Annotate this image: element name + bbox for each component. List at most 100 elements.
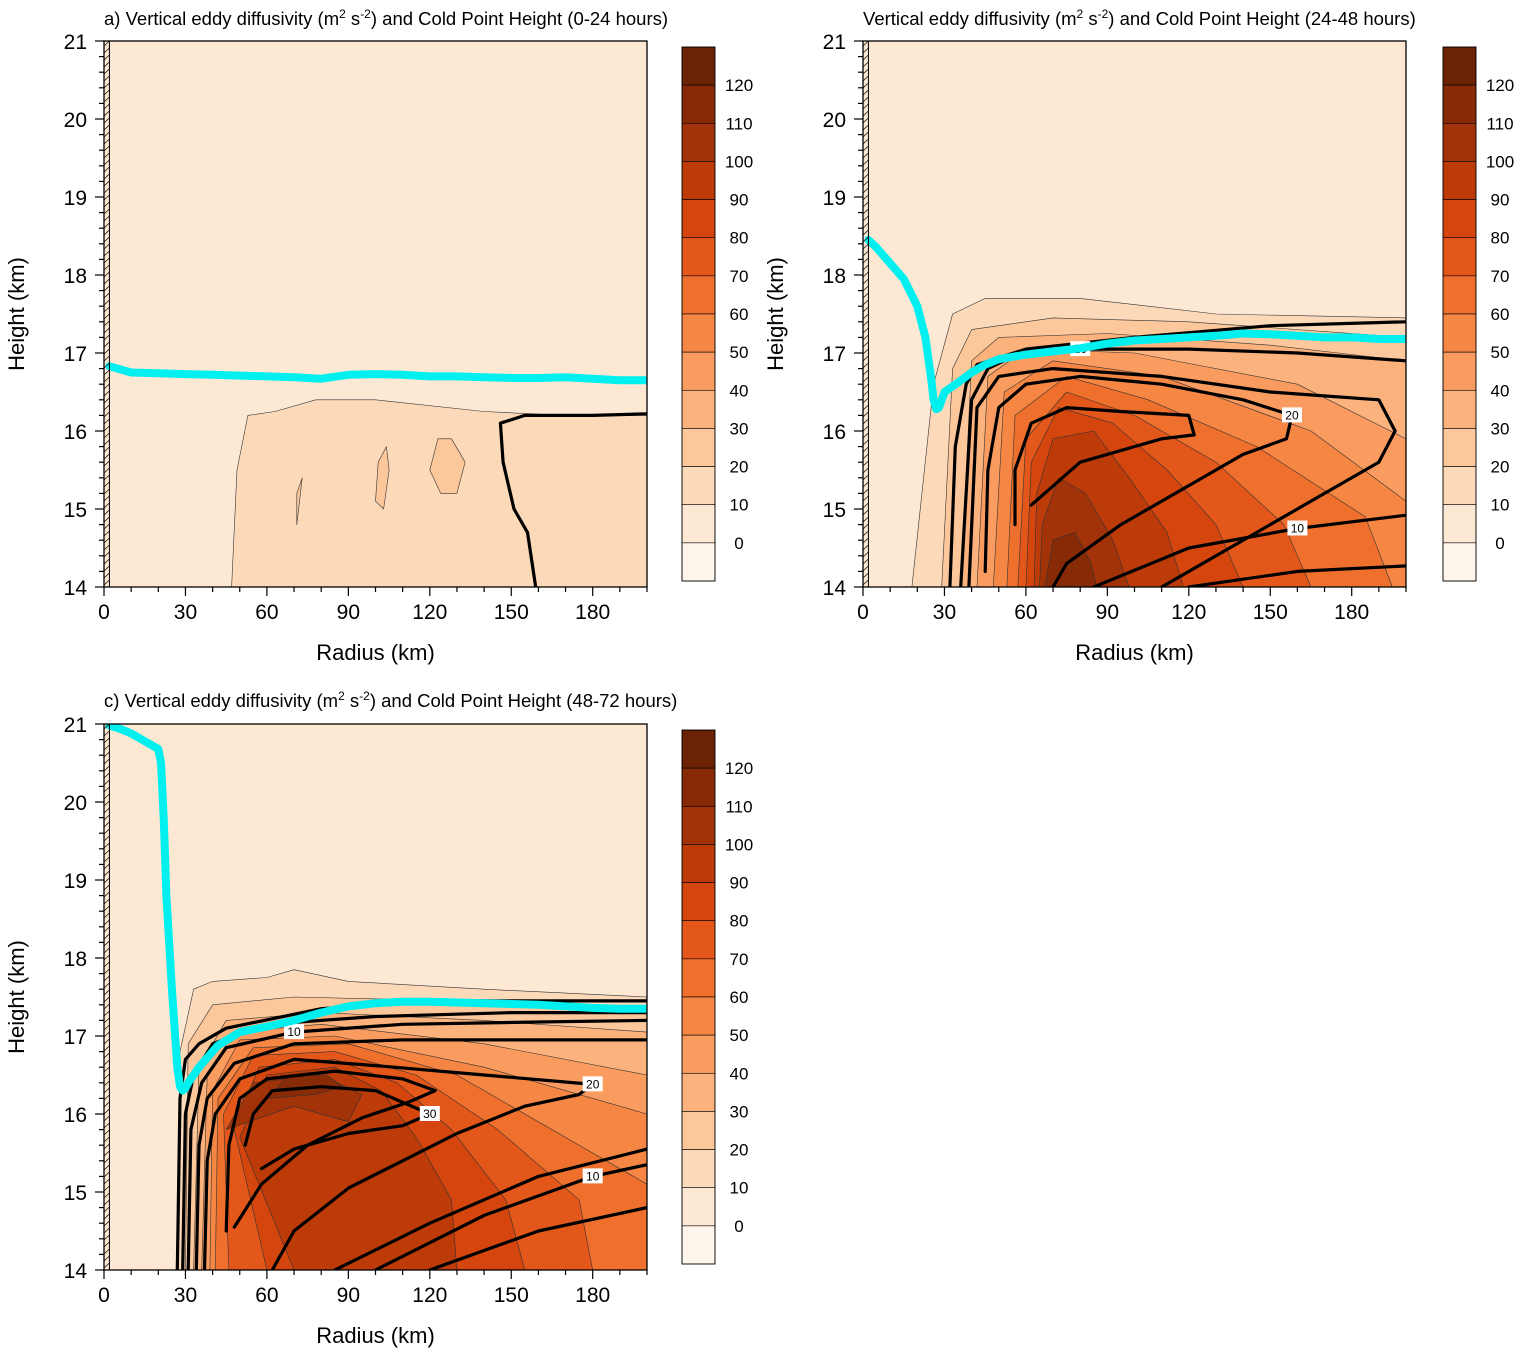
axis-hatch-mark	[103, 982, 110, 989]
axis-hatch-mark	[103, 509, 110, 516]
colorbar-label: 0	[734, 1217, 743, 1236]
axis-hatch-mark	[103, 306, 110, 313]
axis-hatch-mark	[862, 271, 869, 278]
title-text: s	[346, 8, 360, 29]
axis-hatch-mark	[103, 1171, 110, 1178]
x-tick-label: 90	[1096, 601, 1119, 624]
axis-hatch-mark	[862, 530, 869, 537]
axis-hatch-mark	[103, 502, 110, 509]
plot-area: 10 20 30 10	[105, 724, 647, 1270]
axis-hatch-mark	[103, 201, 110, 208]
colorbar-box	[681, 1225, 716, 1265]
x-axis-label: Radius (km)	[1075, 640, 1194, 665]
y-tick-label: 17	[64, 343, 87, 366]
contour-label: 10	[1287, 520, 1308, 536]
colorbar-box	[681, 1034, 716, 1074]
contour-label-text: 10	[287, 1025, 301, 1039]
colorbar-box	[681, 466, 716, 506]
axis-hatch-mark	[862, 355, 869, 362]
x-tick-label: 180	[575, 1284, 610, 1307]
axis-hatch-mark	[103, 786, 110, 793]
y-axis-label: Height (km)	[4, 257, 29, 371]
axis-hatch-mark	[103, 208, 110, 215]
colorbar-box	[681, 313, 716, 353]
colorbar-box	[681, 237, 716, 277]
axis-hatch-mark	[103, 1108, 110, 1115]
axis-hatch-mark	[103, 54, 110, 61]
axis-hatch-mark	[103, 856, 110, 863]
colorbar-label: 80	[730, 912, 749, 931]
colorbar-box	[1442, 275, 1477, 315]
axis-hatch-mark	[103, 989, 110, 996]
contour-line	[224, 1069, 437, 1233]
y-tick-label: 20	[64, 109, 87, 132]
axis-hatch-mark	[862, 369, 869, 376]
x-tick-label: 60	[255, 601, 278, 624]
contour-label: 10	[582, 1168, 603, 1184]
y-tick-label: 19	[823, 187, 846, 210]
axis-hatch-mark	[103, 1059, 110, 1066]
axis-hatch-mark	[862, 558, 869, 565]
x-tick-label: 90	[337, 1284, 360, 1307]
axis-hatch-mark	[103, 411, 110, 418]
colorbar-box	[681, 542, 716, 582]
axis-hatch-mark	[862, 68, 869, 75]
axis-hatch-mark	[862, 432, 869, 439]
y-tick-label: 19	[64, 187, 87, 210]
axis-hatch-mark	[103, 821, 110, 828]
axis-hatch-mark	[103, 453, 110, 460]
colorbar-box	[1442, 351, 1477, 391]
axis-hatch-mark	[103, 572, 110, 579]
colorbar-label: 100	[1486, 152, 1514, 171]
colorbar-label: 50	[730, 1026, 749, 1045]
axis-hatch-mark	[103, 1227, 110, 1234]
axis-hatch-mark	[862, 404, 869, 411]
colorbar-label: 100	[725, 152, 753, 171]
axis-hatch-mark	[103, 495, 110, 502]
x-tick-label: 60	[1014, 601, 1037, 624]
axis-hatch-mark	[103, 264, 110, 271]
axis-hatch-mark	[103, 1094, 110, 1101]
x-tick-label: 30	[174, 1284, 197, 1307]
axis-hatch-mark	[103, 1262, 110, 1269]
axis-hatch-mark	[103, 1255, 110, 1262]
axis-hatch-mark	[103, 1122, 110, 1129]
title-text: ) and Cold Point Height (24-48 hours)	[1108, 8, 1415, 29]
y-tick-label: 16	[64, 1104, 87, 1127]
axis-hatch-mark	[103, 222, 110, 229]
axis-hatch-mark	[103, 418, 110, 425]
colorbar-label: 50	[1491, 343, 1510, 362]
y-axis-label: Height (km)	[4, 940, 29, 1054]
axis-hatch-mark	[862, 348, 869, 355]
colorbar-box	[681, 729, 716, 769]
colorbar-label: 60	[730, 305, 749, 324]
colorbar-box	[681, 161, 716, 200]
contour-line	[498, 412, 647, 587]
colorbar-label: 40	[730, 1064, 749, 1083]
axis-hatch-mark	[862, 551, 869, 558]
colorbar-frame	[1442, 46, 1477, 582]
axis-hatch-mark	[103, 1010, 110, 1017]
colorbar-label: 40	[730, 381, 749, 400]
axis-hatch-mark	[103, 446, 110, 453]
contour-label-bg	[582, 1076, 603, 1092]
contour-line	[333, 1147, 647, 1270]
contour-label-text: 20	[1285, 408, 1299, 422]
title-text: s	[345, 690, 359, 711]
y-tick-label: 18	[823, 265, 846, 288]
axis-hatch-mark	[103, 1192, 110, 1199]
colorbar-label: 90	[1491, 191, 1510, 210]
axis-hatch-mark	[103, 1178, 110, 1185]
contour-label-bg	[284, 1024, 305, 1040]
axis-hatch-mark	[862, 138, 869, 145]
contour-line	[186, 1018, 647, 1270]
axis-hatch-mark	[103, 947, 110, 954]
axis-hatch-mark	[862, 264, 869, 271]
axis-hatch-mark	[862, 579, 869, 586]
axis-hatch-mark	[103, 730, 110, 737]
axis-hatch-mark	[103, 89, 110, 96]
axis-hatch-mark	[103, 397, 110, 404]
